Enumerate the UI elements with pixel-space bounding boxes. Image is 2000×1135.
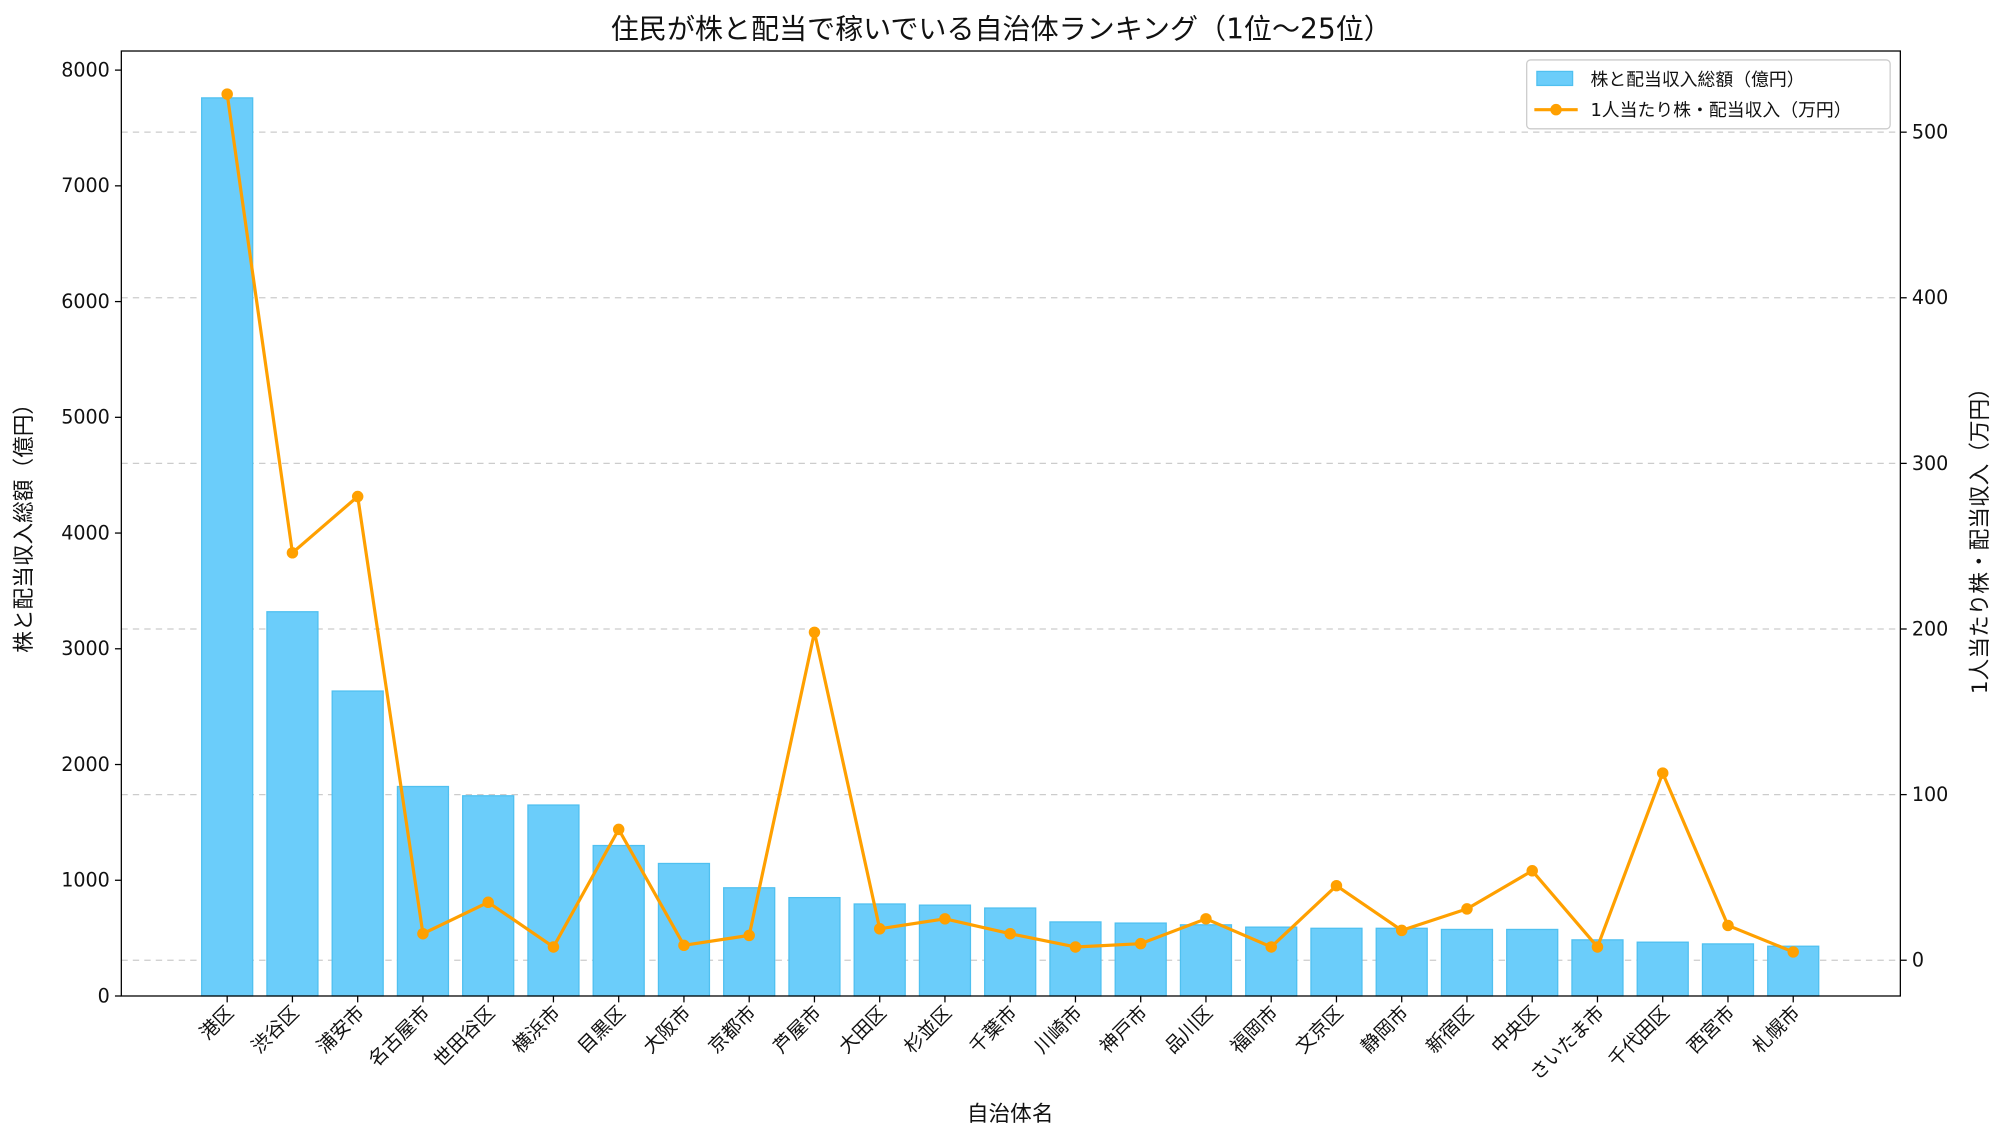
y2-tick-label: 200	[1912, 617, 1948, 640]
bar-神戸市	[1114, 922, 1167, 997]
point-千代田区	[1656, 767, 1669, 779]
point-品川区	[1200, 913, 1212, 925]
bar-文京区	[1310, 927, 1363, 997]
x-tick-label: 品川区	[1160, 1001, 1217, 1058]
point-芦屋市	[808, 626, 821, 639]
point-港区	[221, 88, 233, 100]
x-tick-label: 文京区	[1291, 1001, 1348, 1058]
legend-bar-label: 株と配当収入総額（億円）	[1590, 69, 1804, 90]
point-新宿区	[1461, 903, 1473, 915]
y-tick-label: 1000	[61, 869, 110, 892]
bar-川崎市	[1049, 921, 1102, 997]
point-渋谷区	[286, 547, 299, 559]
x-tick-label: 杉並区	[899, 1001, 956, 1058]
point-川崎市	[1069, 941, 1082, 953]
point-名古屋市	[417, 927, 429, 940]
y-tick-label: 7000	[61, 174, 110, 197]
legend: 株と配当収入総額（億円） 1人当たり株・配当収入（万円）	[1526, 59, 1891, 130]
point-神戸市	[1134, 937, 1147, 950]
x-tick-label: 大阪市	[638, 1001, 695, 1058]
point-さいたま市	[1591, 941, 1604, 953]
y2-tick-label: 0	[1912, 949, 1924, 972]
x-tick-label: 名古屋市	[364, 1001, 434, 1071]
bar-浦安市	[331, 690, 384, 997]
x-tick-label: 中央区	[1487, 1001, 1544, 1058]
bar-千代田区	[1636, 941, 1689, 997]
bar-静岡市	[1375, 927, 1428, 997]
x-tick-label: 西宮市	[1682, 1001, 1739, 1058]
bar-港区	[201, 97, 254, 997]
point-京都市	[743, 929, 755, 942]
bar-品川区	[1179, 924, 1233, 997]
x-tick-label: 港区	[195, 1001, 238, 1044]
point-大阪市	[678, 939, 690, 952]
x-tick-label: 横浜市	[508, 1001, 565, 1058]
y2-axis-label: 1人当たり株・配当収入（万円）	[1968, 377, 1993, 694]
point-杉並区	[939, 913, 951, 925]
chart-title: 住民が株と配当で稼いでいる自治体ランキング（1位〜25位）	[611, 12, 1392, 45]
x-tick-label: 千葉市	[965, 1001, 1022, 1058]
legend-bar-swatch	[1536, 70, 1574, 87]
x-tick-label: 浦安市	[312, 1001, 369, 1058]
y-tick-label: 6000	[61, 290, 110, 313]
bar-西宮市	[1701, 943, 1755, 997]
y-tick-label: 2000	[61, 753, 110, 776]
x-tick-label: 静岡市	[1356, 1001, 1413, 1058]
point-中央区	[1526, 865, 1538, 877]
x-tick-label: 目黒区	[573, 1001, 630, 1058]
x-tick-label: 千代田区	[1604, 1001, 1674, 1071]
point-大田区	[873, 923, 886, 935]
point-目黒区	[612, 823, 625, 836]
bar-目黒区	[592, 844, 645, 997]
y-tick-label: 3000	[61, 637, 110, 660]
legend-line-label: 1人当たり株・配当収入（万円）	[1590, 100, 1851, 121]
x-tick-label: 新宿区	[1421, 1001, 1478, 1058]
bar-千葉市	[984, 907, 1037, 997]
x-tick-label: 札幌市	[1748, 1001, 1805, 1058]
y2-tick-label: 300	[1912, 452, 1948, 475]
point-文京区	[1330, 879, 1343, 892]
x-tick-label: 渋谷区	[247, 1001, 304, 1058]
bar-京都市	[723, 887, 776, 997]
x-tick-label: 福岡市	[1226, 1001, 1283, 1058]
legend-line-marker	[1550, 103, 1562, 116]
point-浦安市	[351, 490, 364, 503]
point-西宮市	[1722, 919, 1734, 932]
bar-渋谷区	[266, 611, 319, 997]
point-札幌市	[1787, 946, 1799, 958]
point-静岡市	[1395, 924, 1408, 937]
x-tick-label: 世田谷区	[429, 1001, 499, 1071]
y2-tick-label: 400	[1912, 286, 1948, 309]
y-tick-label: 4000	[61, 521, 110, 544]
point-千葉市	[1004, 927, 1016, 940]
bar-大阪市	[657, 862, 711, 997]
y-axis-label: 株と配当収入総額（億円）	[12, 393, 37, 653]
y2-tick-label: 500	[1912, 121, 1948, 144]
bar-世田谷区	[462, 795, 515, 997]
bar-新宿区	[1440, 928, 1494, 997]
x-tick-label: 川崎市	[1030, 1001, 1087, 1058]
point-福岡市	[1265, 941, 1277, 953]
y-tick-label: 5000	[61, 406, 110, 429]
bar-中央区	[1506, 928, 1559, 997]
x-tick-label: 神戸市	[1095, 1001, 1152, 1058]
bar-横浜市	[527, 804, 580, 997]
point-世田谷区	[482, 896, 494, 908]
x-tick-label: 大田区	[834, 1001, 891, 1058]
y2-tick-label: 100	[1912, 783, 1948, 806]
y-tick-label: 0	[98, 984, 110, 1007]
x-axis-label: 自治体名	[967, 1102, 1054, 1127]
x-tick-label: 京都市	[704, 1001, 761, 1058]
point-横浜市	[547, 941, 560, 953]
bar-大田区	[853, 903, 906, 997]
bar-芦屋市	[788, 896, 841, 997]
x-tick-label: 芦屋市	[769, 1001, 826, 1058]
y-tick-label: 8000	[61, 58, 110, 81]
bar-福岡市	[1245, 926, 1298, 997]
